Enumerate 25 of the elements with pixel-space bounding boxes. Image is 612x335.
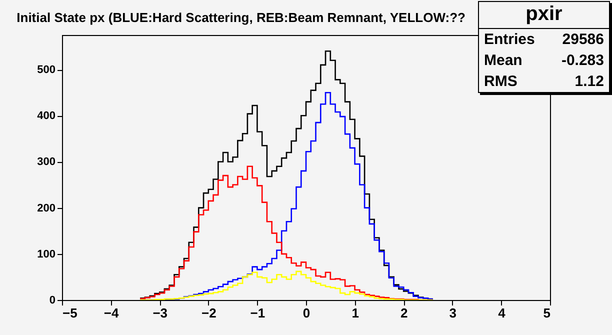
y-tick-label: 100 <box>37 248 56 260</box>
x-tick-label: −5 <box>62 306 78 320</box>
y-tick-label: 500 <box>37 64 56 76</box>
x-tick-label: 5 <box>543 306 550 320</box>
x-tick-label: 3 <box>449 306 457 320</box>
text: pxir <box>479 2 609 29</box>
x-tick-label: −2 <box>201 306 216 320</box>
annotation: Entries <box>484 31 535 48</box>
chart-title: Initial State px (BLUE:Hard Scattering, REB:Beam Remnant, YELLOW:?? <box>16 10 466 25</box>
text: 1.12 <box>574 73 604 90</box>
annotation: Mean <box>484 52 522 69</box>
text: -0.283 <box>561 52 604 69</box>
x-tick-label: 1 <box>352 306 359 320</box>
annotation: RMS <box>484 73 518 90</box>
y-tick-label: 300 <box>37 156 56 168</box>
text: 29586 <box>562 31 604 48</box>
x-tick-label: −4 <box>104 306 120 320</box>
x-tick-label: −3 <box>152 306 168 320</box>
y-tick-label: 400 <box>37 110 56 122</box>
y-tick-label: 0 <box>49 294 56 306</box>
x-tick-label: −1 <box>250 306 266 320</box>
x-tick-label: 2 <box>400 306 408 320</box>
x-tick-label: 4 <box>498 306 506 320</box>
x-tick-label: 0 <box>302 306 310 320</box>
y-tick-label: 200 <box>37 202 56 214</box>
